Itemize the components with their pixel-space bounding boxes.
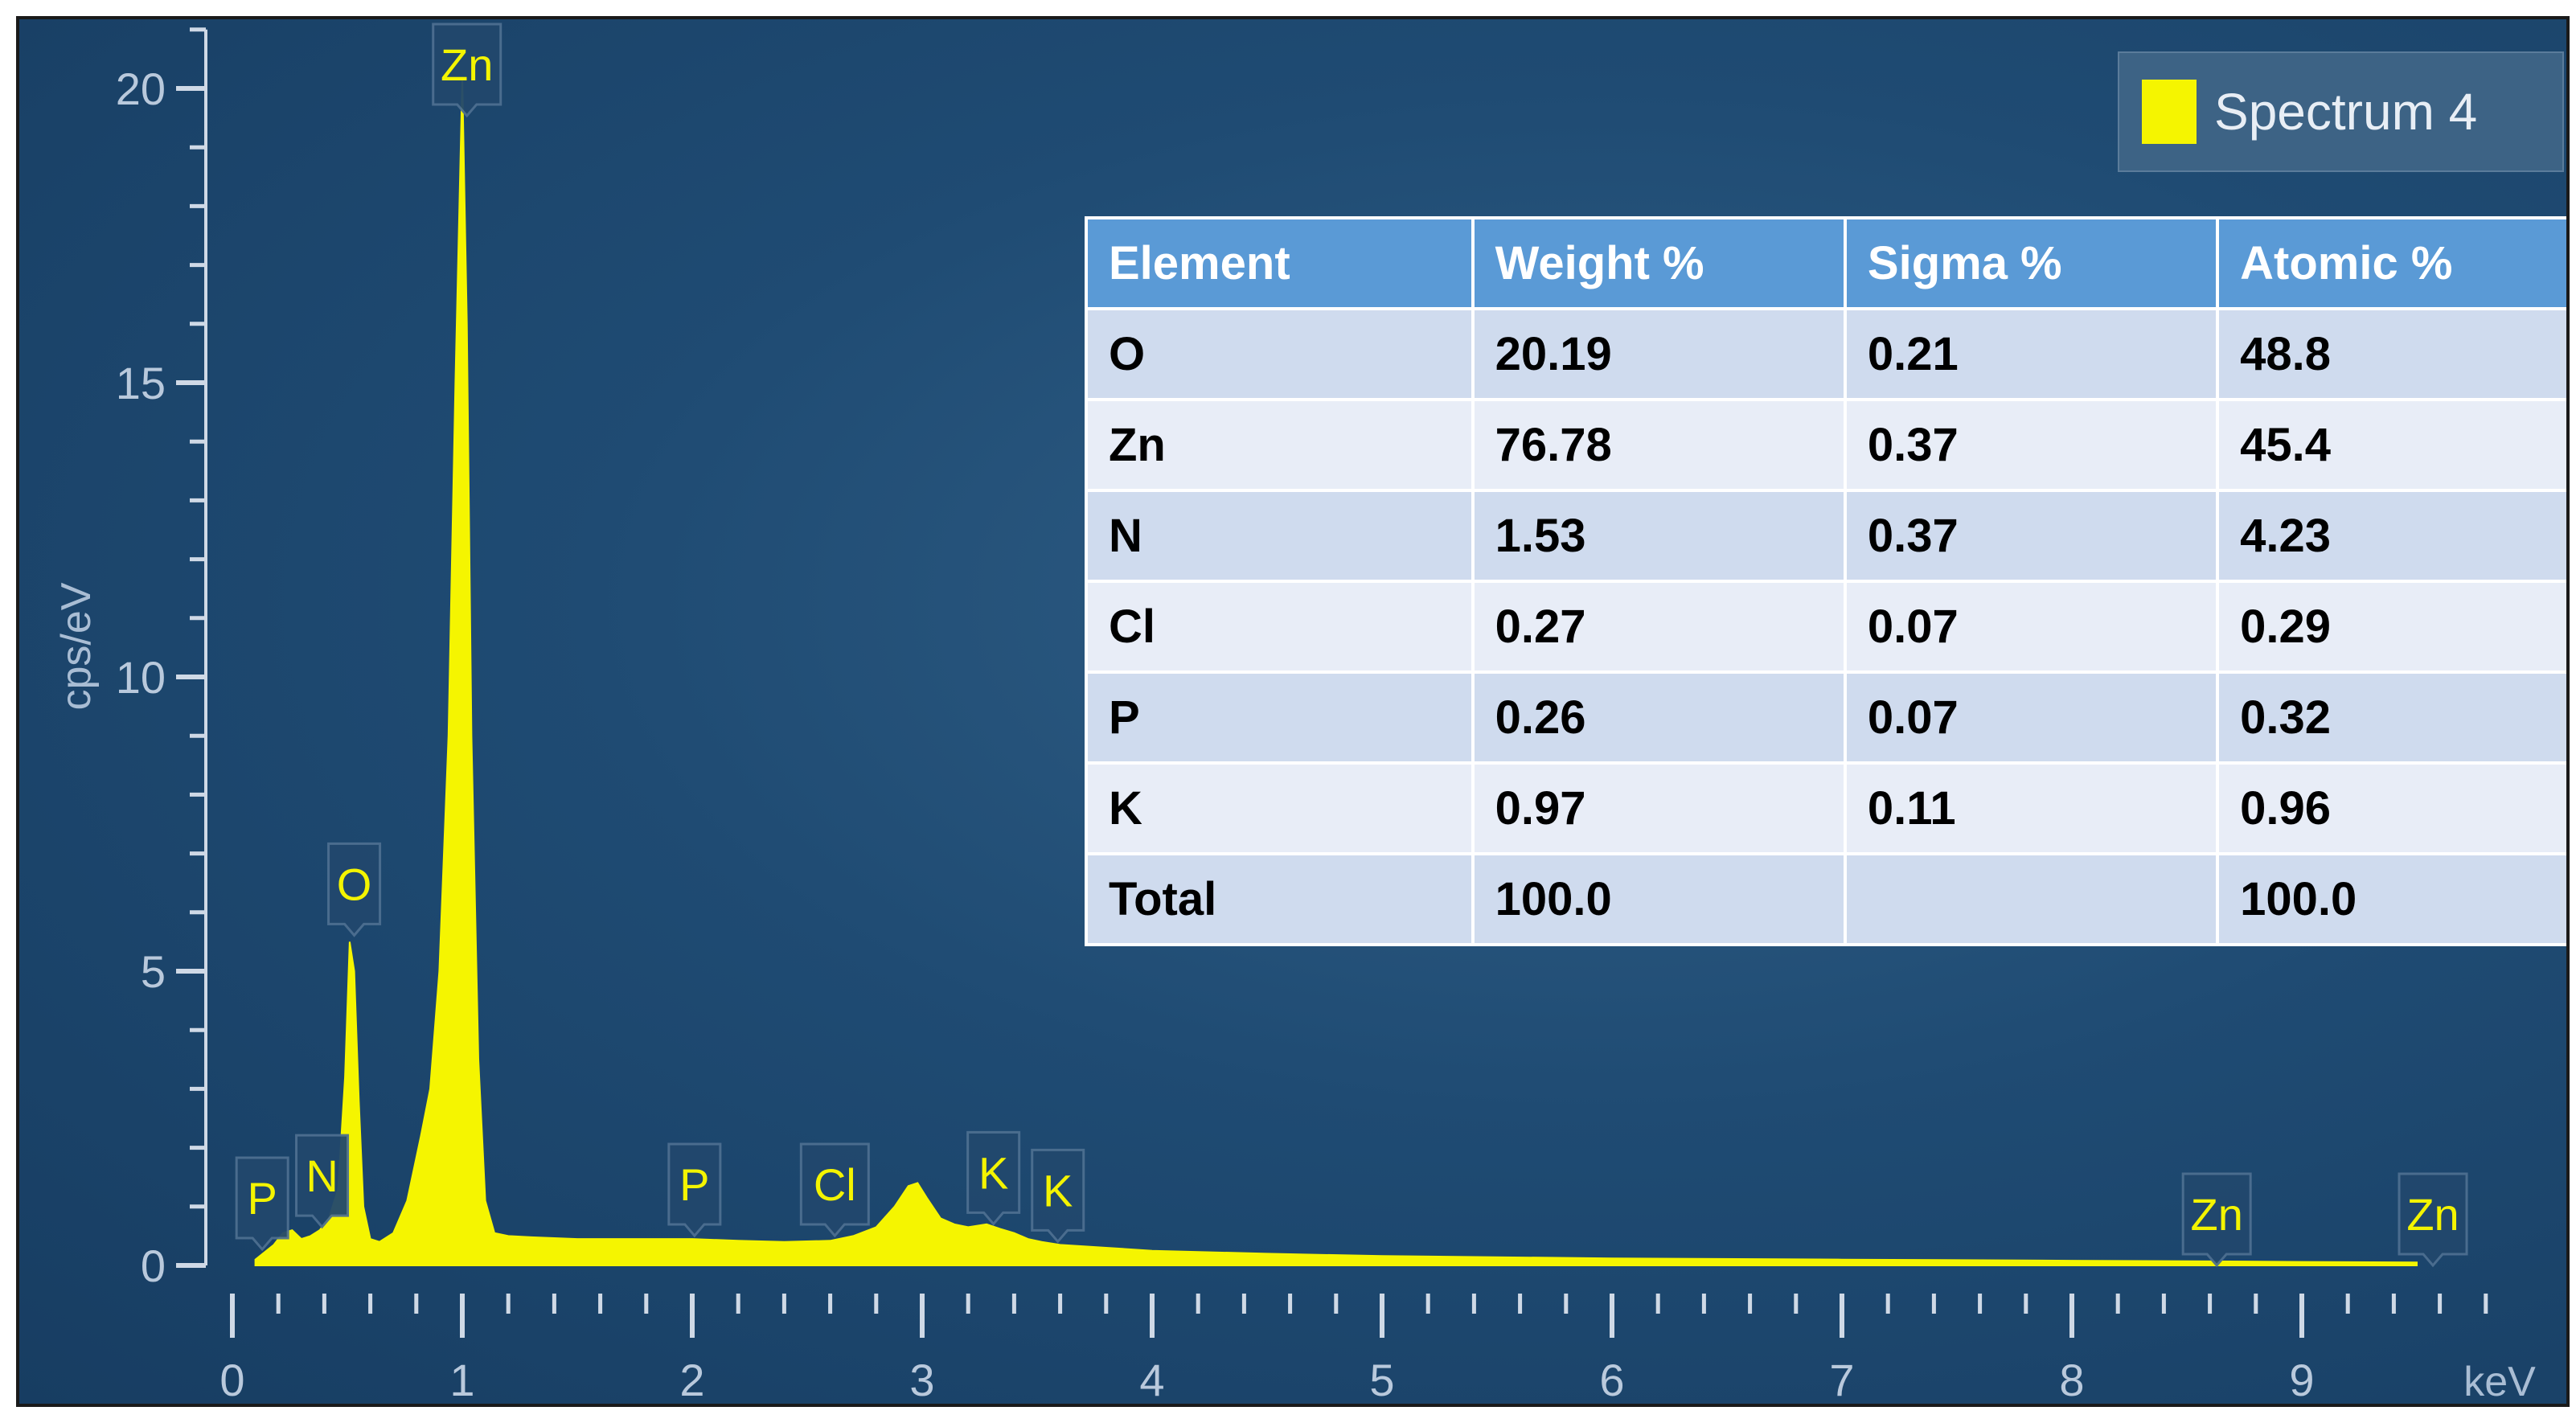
peak-label-text: Zn xyxy=(2406,1189,2459,1240)
peak-label-text: O xyxy=(337,859,372,909)
cell-element: N xyxy=(1085,489,1475,583)
peak-label: Zn xyxy=(2398,1172,2468,1268)
cell-element: K xyxy=(1085,761,1475,855)
peak-label-text: Cl xyxy=(814,1159,856,1210)
chart-frame: 0 5 10 15 20 0 1 2 3 4 5 6 7 8 9 P N O Zn P Cl K K Zn Zn cps/eV… xyxy=(16,16,2570,1407)
legend: Spectrum 4 xyxy=(2118,51,2564,172)
peak-label-text: P xyxy=(248,1173,277,1224)
peak-label-box xyxy=(295,1134,350,1229)
peak-label-box xyxy=(667,1142,722,1238)
peak-label: O xyxy=(327,842,382,937)
x-tick-label: 0 xyxy=(219,1355,244,1404)
peak-label-text: K xyxy=(1043,1165,1073,1216)
x-tick-label: 8 xyxy=(2059,1355,2084,1404)
table-row: Total 100.0 100.0 xyxy=(1085,852,2566,946)
peak-label-box xyxy=(799,1142,870,1238)
legend-label: Spectrum 4 xyxy=(2214,83,2478,141)
cell-weight: 0.27 xyxy=(1471,580,1847,674)
peak-label: N xyxy=(295,1134,350,1229)
peak-label: K xyxy=(966,1130,1021,1226)
peak-label-text: N xyxy=(306,1150,338,1201)
x-tick-label: 4 xyxy=(1139,1355,1164,1404)
header-weight: Weight % xyxy=(1471,216,1847,310)
cell-element: Cl xyxy=(1085,580,1475,674)
cell-element: Zn xyxy=(1085,398,1475,492)
spectrum-layer xyxy=(254,76,2418,1266)
cell-atomic: 48.8 xyxy=(2216,307,2566,401)
y-tick-label: 10 xyxy=(116,652,166,703)
cell-atomic: 0.29 xyxy=(2216,580,2566,674)
peak-label: P xyxy=(235,1156,289,1252)
cell-sigma: 0.37 xyxy=(1843,489,2220,583)
cell-sigma xyxy=(1843,852,2220,946)
peak-label-box xyxy=(2398,1172,2468,1268)
peak-label: Zn xyxy=(432,23,502,118)
cell-weight: 76.78 xyxy=(1471,398,1847,492)
peak-label-text: Zn xyxy=(441,39,493,90)
x-tick-label: 2 xyxy=(679,1355,704,1404)
y-tick-label: 0 xyxy=(141,1241,166,1291)
cell-weight: 0.97 xyxy=(1471,761,1847,855)
cell-atomic: 100.0 xyxy=(2216,852,2566,946)
table-header-row: Element Weight % Sigma % Atomic % xyxy=(1085,216,2566,310)
peak-label-box xyxy=(235,1156,289,1252)
peak-label: Cl xyxy=(799,1142,870,1238)
peak-label: Zn xyxy=(2181,1172,2252,1268)
peak-label-box xyxy=(2181,1172,2252,1268)
cell-weight: 1.53 xyxy=(1471,489,1847,583)
y-axis-title: cps/eV xyxy=(53,582,100,710)
x-tick-label: 1 xyxy=(449,1355,474,1404)
cell-weight: 0.26 xyxy=(1471,670,1847,765)
cell-atomic: 45.4 xyxy=(2216,398,2566,492)
cell-sigma: 0.07 xyxy=(1843,580,2220,674)
y-tick-label: 15 xyxy=(116,358,166,408)
cell-element: O xyxy=(1085,307,1475,401)
peak-label-text: K xyxy=(978,1147,1008,1198)
table-row: Zn 76.78 0.37 45.4 xyxy=(1085,398,2566,492)
cell-atomic: 0.32 xyxy=(2216,670,2566,765)
y-tick-label: 5 xyxy=(141,946,166,997)
cell-element: P xyxy=(1085,670,1475,765)
composition-table: Element Weight % Sigma % Atomic % O 20.1… xyxy=(1085,216,2566,946)
cell-sigma: 0.11 xyxy=(1843,761,2220,855)
peak-label: K xyxy=(1031,1148,1085,1244)
cell-element: Total xyxy=(1085,852,1475,946)
x-axis-title: keV xyxy=(2463,1359,2536,1404)
peak-label-box xyxy=(966,1130,1021,1226)
peak-label-box xyxy=(432,23,502,118)
x-tick-label: 3 xyxy=(909,1355,934,1404)
cell-sigma: 0.21 xyxy=(1843,307,2220,401)
x-tick-label: 5 xyxy=(1369,1355,1394,1404)
table-row: N 1.53 0.37 4.23 xyxy=(1085,489,2566,583)
legend-swatch xyxy=(2142,80,2197,144)
cell-weight: 20.19 xyxy=(1471,307,1847,401)
table-row: Cl 0.27 0.07 0.29 xyxy=(1085,580,2566,674)
header-sigma: Sigma % xyxy=(1843,216,2220,310)
axis-layer: 0 5 10 15 20 0 1 2 3 4 5 6 7 8 9 xyxy=(116,27,2488,1404)
x-tick-label: 6 xyxy=(1599,1355,1624,1404)
y-tick-label: 20 xyxy=(116,64,166,114)
peak-label-text: Zn xyxy=(2191,1189,2243,1240)
cell-sigma: 0.37 xyxy=(1843,398,2220,492)
header-element: Element xyxy=(1085,216,1475,310)
x-tick-label: 9 xyxy=(2289,1355,2314,1404)
x-tick-label: 7 xyxy=(1829,1355,1854,1404)
spectrum-area xyxy=(254,76,2418,1266)
peak-label-box xyxy=(1031,1148,1085,1244)
cell-weight: 100.0 xyxy=(1471,852,1847,946)
header-atomic: Atomic % xyxy=(2216,216,2566,310)
table-row: P 0.26 0.07 0.32 xyxy=(1085,670,2566,765)
peak-label-box xyxy=(327,842,382,937)
table-row: O 20.19 0.21 48.8 xyxy=(1085,307,2566,401)
peak-label-text: P xyxy=(679,1159,709,1210)
cell-atomic: 4.23 xyxy=(2216,489,2566,583)
cell-atomic: 0.96 xyxy=(2216,761,2566,855)
peak-label: P xyxy=(667,1142,722,1238)
table-row: K 0.97 0.11 0.96 xyxy=(1085,761,2566,855)
cell-sigma: 0.07 xyxy=(1843,670,2220,765)
